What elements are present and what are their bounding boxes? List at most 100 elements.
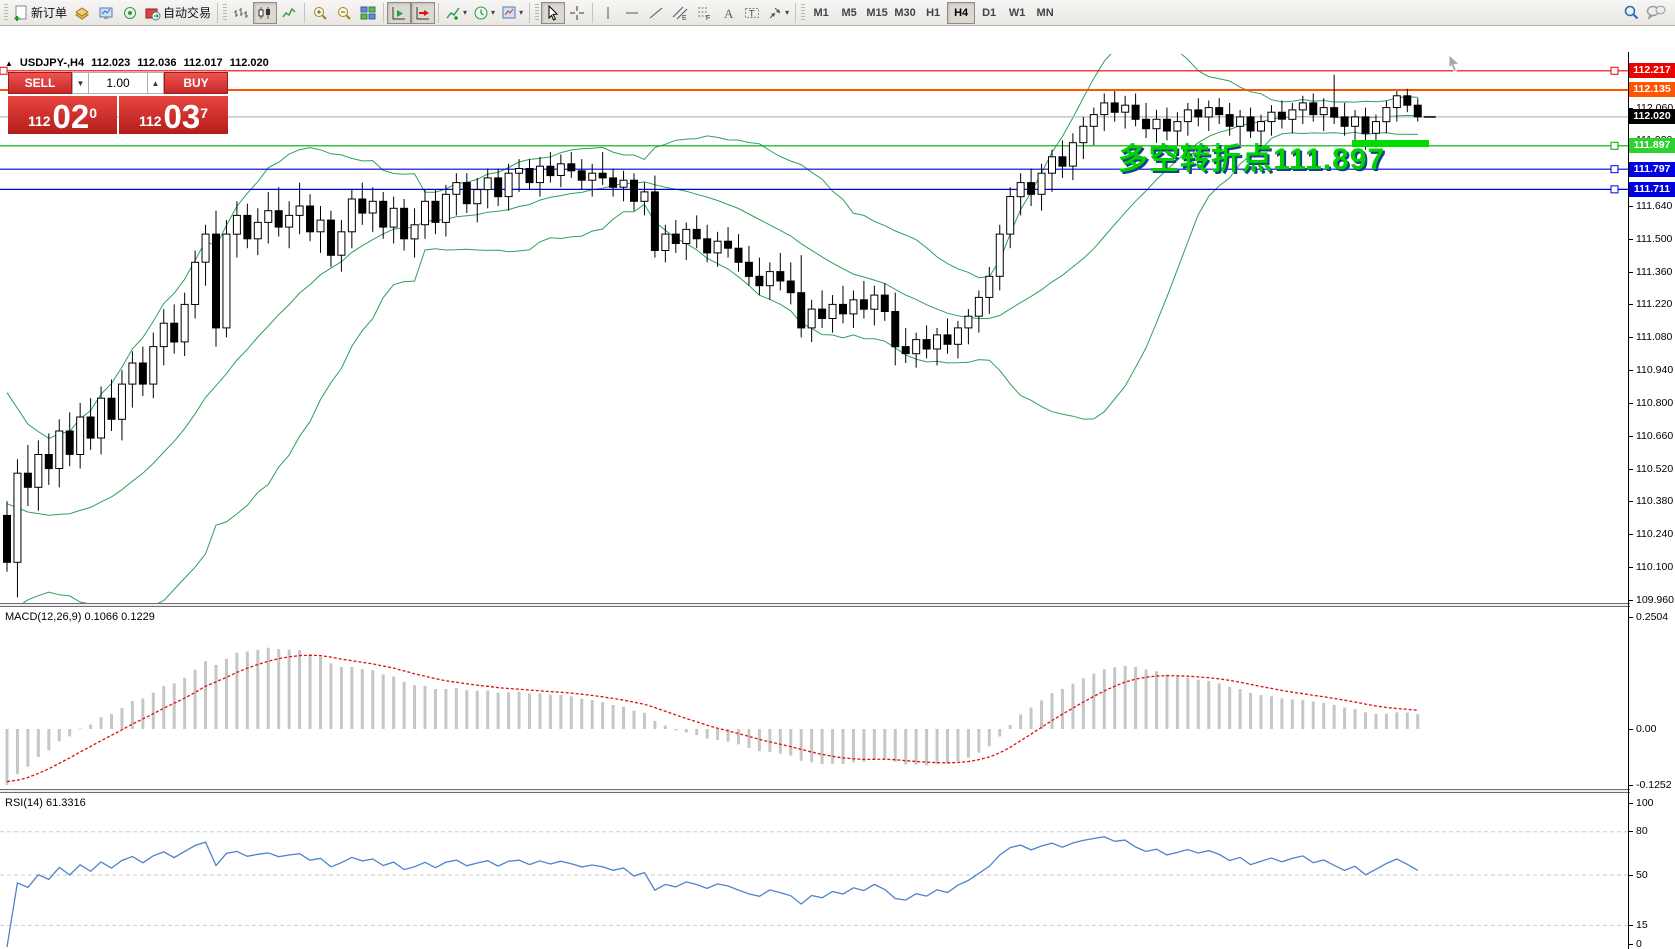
hline-handle[interactable] <box>1610 141 1619 150</box>
indicators-button[interactable]: ▾ <box>442 2 470 24</box>
hline-handle[interactable] <box>1610 185 1619 194</box>
toolbar-grip[interactable] <box>535 3 540 22</box>
autotrade-label: 自动交易 <box>163 6 212 20</box>
candle-body <box>1403 95 1412 106</box>
timeframe-button-m15[interactable]: M15 <box>866 6 888 19</box>
new-order-label: 新订单 <box>31 6 68 20</box>
line-chart-button[interactable] <box>277 2 301 24</box>
history-center-button[interactable] <box>70 2 94 24</box>
arrows-button[interactable]: ▾ <box>764 2 792 24</box>
timeframe-button-m5[interactable]: M5 <box>841 6 857 19</box>
candle-body <box>285 214 294 228</box>
candle-body <box>441 193 450 223</box>
candle-body <box>1089 114 1098 127</box>
auto-scroll-button[interactable] <box>387 1 412 24</box>
timeframe-button-m30[interactable]: M30 <box>894 6 916 19</box>
channel-button[interactable]: E <box>668 2 692 24</box>
timeframe-button-m1[interactable]: M1 <box>813 6 829 19</box>
cursor-button[interactable] <box>541 1 566 24</box>
search-button[interactable] <box>1619 1 1643 23</box>
candle-body <box>650 191 659 251</box>
macd-pane-canvas[interactable] <box>0 607 1628 789</box>
trendline-button[interactable] <box>644 2 668 24</box>
candle-body <box>859 299 868 310</box>
candle-body <box>473 189 482 205</box>
candle-body <box>1246 116 1255 132</box>
candle-body <box>1204 107 1213 118</box>
zoom-out-button[interactable] <box>332 2 356 24</box>
candle-body <box>1236 116 1245 127</box>
low-value: 112.017 <box>183 57 223 69</box>
candle-body <box>849 299 858 315</box>
signals-button[interactable] <box>118 2 142 24</box>
chevron-down-icon: ▾ <box>463 7 468 17</box>
market-watch-button[interactable] <box>94 2 118 24</box>
hline-handle[interactable] <box>1610 66 1619 75</box>
community-chat-button[interactable] <box>1643 1 1669 23</box>
timeframe-button-h4[interactable]: H4 <box>947 1 976 24</box>
candle-body <box>640 191 649 202</box>
buy-button[interactable]: BUY <box>164 72 228 94</box>
candle-body <box>744 261 753 277</box>
buy-price-panel[interactable]: 112 03 7 <box>119 96 228 134</box>
new-order-icon <box>14 5 27 21</box>
sell-price-pip: 0 <box>89 105 98 121</box>
sell-button[interactable]: SELL <box>8 72 72 94</box>
horizontal-line-button[interactable] <box>620 2 644 24</box>
volume-input[interactable] <box>89 72 147 94</box>
template-icon <box>502 6 516 18</box>
rsi-tick: 15 <box>1629 919 1648 931</box>
chevron-down-icon: ▾ <box>519 7 524 17</box>
chart-shift-button[interactable] <box>411 1 436 24</box>
crosshair-icon <box>570 5 585 20</box>
timeframe-button-w1[interactable]: W1 <box>1008 6 1026 19</box>
symbol-period-label: USDJPY-,H4 <box>19 57 85 69</box>
autotrade-button[interactable]: 自动交易 <box>142 2 214 24</box>
search-icon <box>1624 5 1638 19</box>
candle-body <box>1142 118 1151 130</box>
one-click-collapse-icon[interactable]: ▲ <box>5 58 13 68</box>
rsi-pane-canvas[interactable] <box>0 793 1628 949</box>
candle-body <box>671 233 680 245</box>
sell-price-panel[interactable]: 112 02 0 <box>8 96 117 134</box>
candle-body <box>703 238 712 254</box>
toolbar-grip[interactable] <box>801 3 806 22</box>
tile-windows-button[interactable] <box>356 2 380 24</box>
candle-body <box>713 240 722 254</box>
fibonacci-button[interactable]: F <box>692 2 716 24</box>
crosshair-button[interactable] <box>565 2 589 24</box>
candle-body <box>138 362 147 385</box>
toolbar-grip[interactable] <box>4 3 8 22</box>
chart-annotation-text[interactable]: 多空转折点111.897 <box>1118 143 1386 176</box>
templates-button[interactable]: ▾ <box>498 2 526 24</box>
timeframe-button-mn[interactable]: MN <box>1036 6 1054 19</box>
candle-chart-button[interactable] <box>253 1 278 24</box>
pane-splitter-macd[interactable] <box>0 603 1675 607</box>
vertical-line-button[interactable] <box>596 2 620 24</box>
candle-body <box>870 294 879 310</box>
price-axis[interactable]: 112.200112.060111.920111.780111.640111.5… <box>1628 52 1675 949</box>
sell-price-big: 02 <box>52 98 90 135</box>
candle-body <box>1392 95 1401 108</box>
support-highlight-bar[interactable] <box>1352 140 1429 147</box>
periods-button[interactable]: ▾ <box>470 2 498 24</box>
timeframe-button-h1[interactable]: H1 <box>926 6 941 19</box>
rsi-tick: 50 <box>1629 869 1648 881</box>
hline-handle[interactable] <box>1610 165 1619 174</box>
rsi-tick: 0 <box>1629 938 1642 949</box>
toolbar-grip[interactable] <box>223 3 228 22</box>
timeframe-button-d1[interactable]: D1 <box>982 6 997 19</box>
volume-increase-button[interactable]: ▲ <box>147 72 164 94</box>
candle-body <box>76 416 85 455</box>
candle-body <box>724 240 733 249</box>
hline-anchor <box>0 66 8 75</box>
toolbar-separator <box>304 2 306 23</box>
text-button[interactable]: A <box>716 2 740 24</box>
new-order-button[interactable]: 新订单 <box>10 2 70 24</box>
pane-splitter-rsi[interactable] <box>0 789 1675 793</box>
zoom-in-button[interactable] <box>308 2 332 24</box>
volume-decrease-button[interactable]: ▼ <box>72 72 89 94</box>
bar-chart-button[interactable] <box>229 2 253 24</box>
label-button[interactable]: T <box>740 2 764 24</box>
tile-windows-icon <box>360 6 376 19</box>
